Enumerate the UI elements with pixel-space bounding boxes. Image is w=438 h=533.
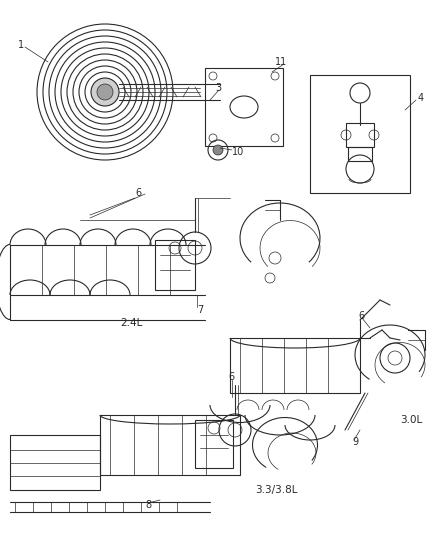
Bar (195, 420, 233, 468)
Bar (230, 338, 360, 393)
Text: 8: 8 (145, 500, 151, 510)
Text: 10: 10 (232, 147, 244, 157)
Text: 6: 6 (358, 311, 364, 321)
Bar (10, 435, 100, 490)
Text: 9: 9 (352, 437, 358, 447)
Text: 3.0L: 3.0L (400, 415, 422, 425)
Text: 1: 1 (18, 40, 24, 50)
Text: 6: 6 (135, 188, 141, 198)
Bar (100, 415, 240, 475)
Circle shape (97, 84, 113, 100)
Text: 3.3/3.8L: 3.3/3.8L (255, 485, 297, 495)
Bar (155, 240, 195, 290)
Text: 4: 4 (418, 93, 424, 103)
Bar (348, 147, 372, 161)
Bar (346, 123, 374, 147)
Text: 7: 7 (197, 305, 203, 315)
Text: 3: 3 (215, 83, 221, 93)
Circle shape (213, 145, 223, 155)
Bar (310, 75, 410, 193)
Text: 6: 6 (228, 372, 234, 382)
Text: 11: 11 (275, 57, 287, 67)
Circle shape (91, 78, 119, 106)
Bar (205, 68, 283, 146)
Text: 2.4L: 2.4L (120, 318, 142, 328)
